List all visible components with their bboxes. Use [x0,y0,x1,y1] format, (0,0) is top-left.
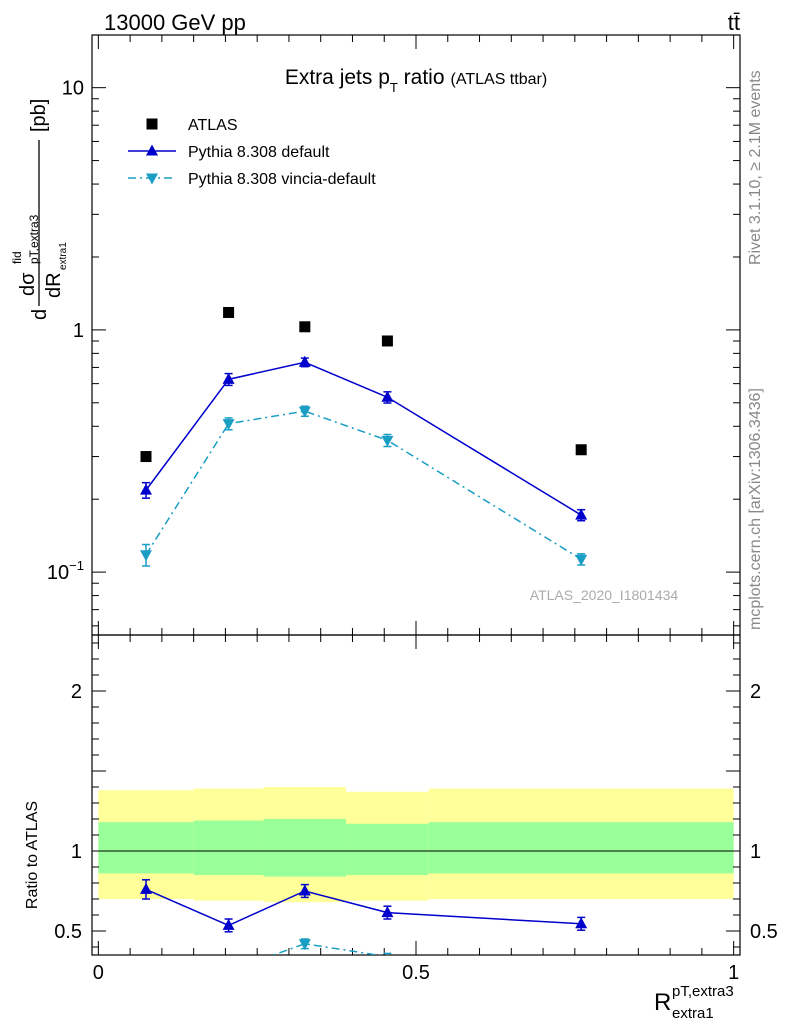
xlabel-sup: pT,extra3 [672,983,734,1000]
main-series-0-point [381,335,393,347]
x-tick-label: 1 [728,962,739,984]
uncertainty-band-inner [428,822,734,874]
y-tick-label: 2 [71,681,82,703]
main-series-2-point [381,435,394,447]
main-series-2-point [140,550,152,562]
legend-label: Pythia 8.308 default [188,144,330,161]
y-tick-label-right: 2 [750,681,761,703]
ylabel-sigma-sub: pT,extra3 [27,214,41,264]
ratio-series-0-point [222,918,235,930]
plot-marks [140,306,588,955]
ratio-series-0-point [140,882,152,894]
ratio-series-0-point [381,906,394,918]
y-tick-label: 1 [71,841,82,863]
main-series-1-point [140,483,152,495]
ylabel-d: d [29,309,51,320]
uncertainty-band-inner [263,819,347,877]
xlabel-r: R [654,989,671,1016]
main-series-2-point [222,419,235,431]
legend-label: Pythia 8.308 vincia-default [188,171,376,188]
legend: ATLAS Pythia 8.308 default Pythia 8.308 vi… [128,117,376,188]
main-series-0-point [140,451,152,463]
main-series-0-point [223,306,235,318]
process-label: tt̄ [728,10,740,35]
legend-label: ATLAS [188,117,238,134]
main-series-1-point [222,372,235,384]
main-series-2-point [575,554,588,566]
ratio-series-0-point [575,917,588,929]
uncertainty-band-inner [193,820,264,875]
main-y-axis-label: d dσ fid pT,extra3 dR extra1 [pb] [10,99,69,320]
main-series-1-point [575,508,588,520]
y-tick-label: 10−1 [47,558,84,584]
title-tail: ratio [398,66,445,89]
rivet-version-label: Rivet 3.1.10, ≥ 2.1M events [747,70,764,265]
xlabel-sub: extra1 [672,1005,714,1022]
uncertainty-band-inner [346,823,429,875]
main-series-1-point [381,390,394,402]
y-tick-label: 0.5 [54,921,82,943]
ylabel-sigma-sup: fid [10,251,24,264]
x-tick-label: 0.5 [402,962,430,984]
ylabel-sigma: dσ [17,272,39,296]
main-series-1-line [145,361,582,516]
x-axis-label: R pT,extra3 extra1 [654,983,734,1022]
ratio-panel: 0 0.5 1 2 2 1 1 0.5 0.5 [54,634,778,984]
ylabel-dr: dR [43,272,65,298]
legend-marker [146,144,158,156]
y-tick-label-right: 1 [750,841,761,863]
title-main: Extra jets p [285,66,390,89]
main-marks [140,306,588,567]
chart-title: Extra jets pT ratio (ATLAS ttbar) [285,66,547,95]
y-tick-label: 1 [73,320,84,342]
title-subscript: T [390,80,398,95]
uncertainty-band-inner [98,822,194,874]
main-series-2-line [145,410,582,560]
energy-label: 13000 GeV pp [104,10,246,35]
ratio-marks [140,879,588,955]
legend-marker [146,173,158,185]
main-series-0-point [299,321,311,333]
ylabel-dr-sub: extra1 [58,242,69,270]
ratio-series-0-point [298,884,311,896]
x-tick-label: 0 [93,962,104,984]
ylabel-unit: [pb] [28,99,50,132]
y-tick-label-right: 0.5 [750,921,778,943]
main-series-1-point [298,355,311,367]
mcplots-label: mcplots.cern.ch [arXiv:1306.3436] [747,388,764,630]
main-series-2-point [298,406,311,418]
main-series-0-point [575,444,587,456]
analysis-watermark: ATLAS_2020_I1801434 [530,587,679,603]
title-note: (ATLAS ttbar) [451,71,548,88]
legend-marker [146,118,158,130]
ratio-series-1-point [298,939,311,951]
y-tick-label: 10 [62,78,84,100]
ratio-y-axis-label: Ratio to ATLAS [24,801,41,909]
